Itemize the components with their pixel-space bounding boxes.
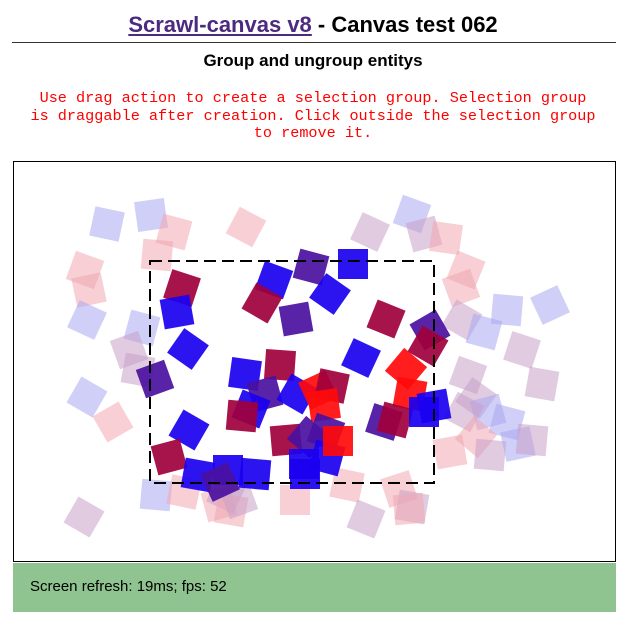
canvas-entity[interactable]	[280, 485, 310, 515]
selected-entity[interactable]	[263, 348, 297, 382]
canvas-entity[interactable]	[524, 366, 560, 402]
selected-entity[interactable]	[416, 388, 452, 424]
selected-entity[interactable]	[278, 301, 314, 337]
canvas-entity[interactable]	[63, 496, 105, 538]
canvas-entity[interactable]	[134, 198, 168, 232]
selected-entity[interactable]	[238, 457, 272, 491]
selected-entity[interactable]	[376, 401, 414, 439]
status-bar: Screen refresh: 19ms; fps: 52	[13, 563, 616, 612]
canvas-entity[interactable]	[441, 268, 481, 308]
canvas-entity[interactable]	[92, 401, 134, 443]
canvas-entity[interactable]	[490, 293, 524, 327]
status-text: Screen refresh: 19ms; fps: 52	[30, 578, 227, 595]
canvas-entity[interactable]	[66, 376, 108, 418]
canvas-entity[interactable]	[346, 499, 386, 539]
canvas-entity[interactable]	[71, 272, 107, 308]
canvas-entity[interactable]	[89, 206, 125, 242]
selected-entity[interactable]	[366, 299, 406, 339]
canvas-scene[interactable]	[14, 162, 615, 561]
selected-entity[interactable]	[150, 438, 188, 476]
canvas-entity[interactable]	[429, 221, 463, 255]
selected-entity[interactable]	[407, 325, 449, 367]
selected-entity[interactable]	[159, 294, 195, 330]
selected-entity[interactable]	[309, 273, 351, 315]
canvas-entity[interactable]	[432, 434, 468, 470]
scrawl-canvas-link[interactable]: Scrawl-canvas v8	[128, 12, 312, 37]
canvas-entity[interactable]	[392, 492, 426, 526]
canvas-entity[interactable]	[473, 438, 507, 472]
page-title-suffix: - Canvas test 062	[311, 12, 498, 37]
page-subtitle: Group and ungroup entitys	[203, 51, 423, 70]
canvas-entity[interactable]	[503, 331, 541, 369]
title-divider	[12, 42, 616, 43]
canvas-entity[interactable]	[225, 206, 267, 248]
canvas-entity[interactable]	[139, 478, 173, 512]
selected-entity[interactable]	[341, 338, 381, 378]
selected-entity[interactable]	[292, 248, 330, 286]
selected-entity[interactable]	[135, 359, 175, 399]
selected-entity[interactable]	[225, 399, 259, 433]
selected-entity[interactable]	[307, 388, 341, 422]
instruction-line: to remove it.	[253, 124, 373, 142]
canvas-entity[interactable]	[329, 467, 365, 503]
canvas-entity[interactable]	[350, 212, 390, 252]
canvas-entity[interactable]	[515, 423, 549, 457]
instruction-line: is draggable after creation. Click outsi…	[30, 106, 596, 125]
page-title: Scrawl-canvas v8 - Canvas test 062	[0, 10, 626, 40]
selected-entity[interactable]	[167, 328, 209, 370]
selection-group-box[interactable]	[149, 260, 435, 484]
selected-entity[interactable]	[323, 426, 353, 456]
drawing-canvas[interactable]	[13, 161, 616, 562]
selected-entity[interactable]	[290, 459, 320, 489]
instruction-line: Use drag action to create a selection gr…	[39, 89, 587, 107]
canvas-entity[interactable]	[140, 238, 174, 272]
selected-entity[interactable]	[163, 269, 201, 307]
selected-entity[interactable]	[338, 249, 368, 279]
instructions: Use drag action to create a selection gr…	[0, 89, 626, 143]
selected-entity[interactable]	[241, 282, 283, 324]
canvas-entity[interactable]	[67, 300, 107, 340]
canvas-entity[interactable]	[530, 285, 570, 325]
selected-entity[interactable]	[384, 347, 428, 391]
